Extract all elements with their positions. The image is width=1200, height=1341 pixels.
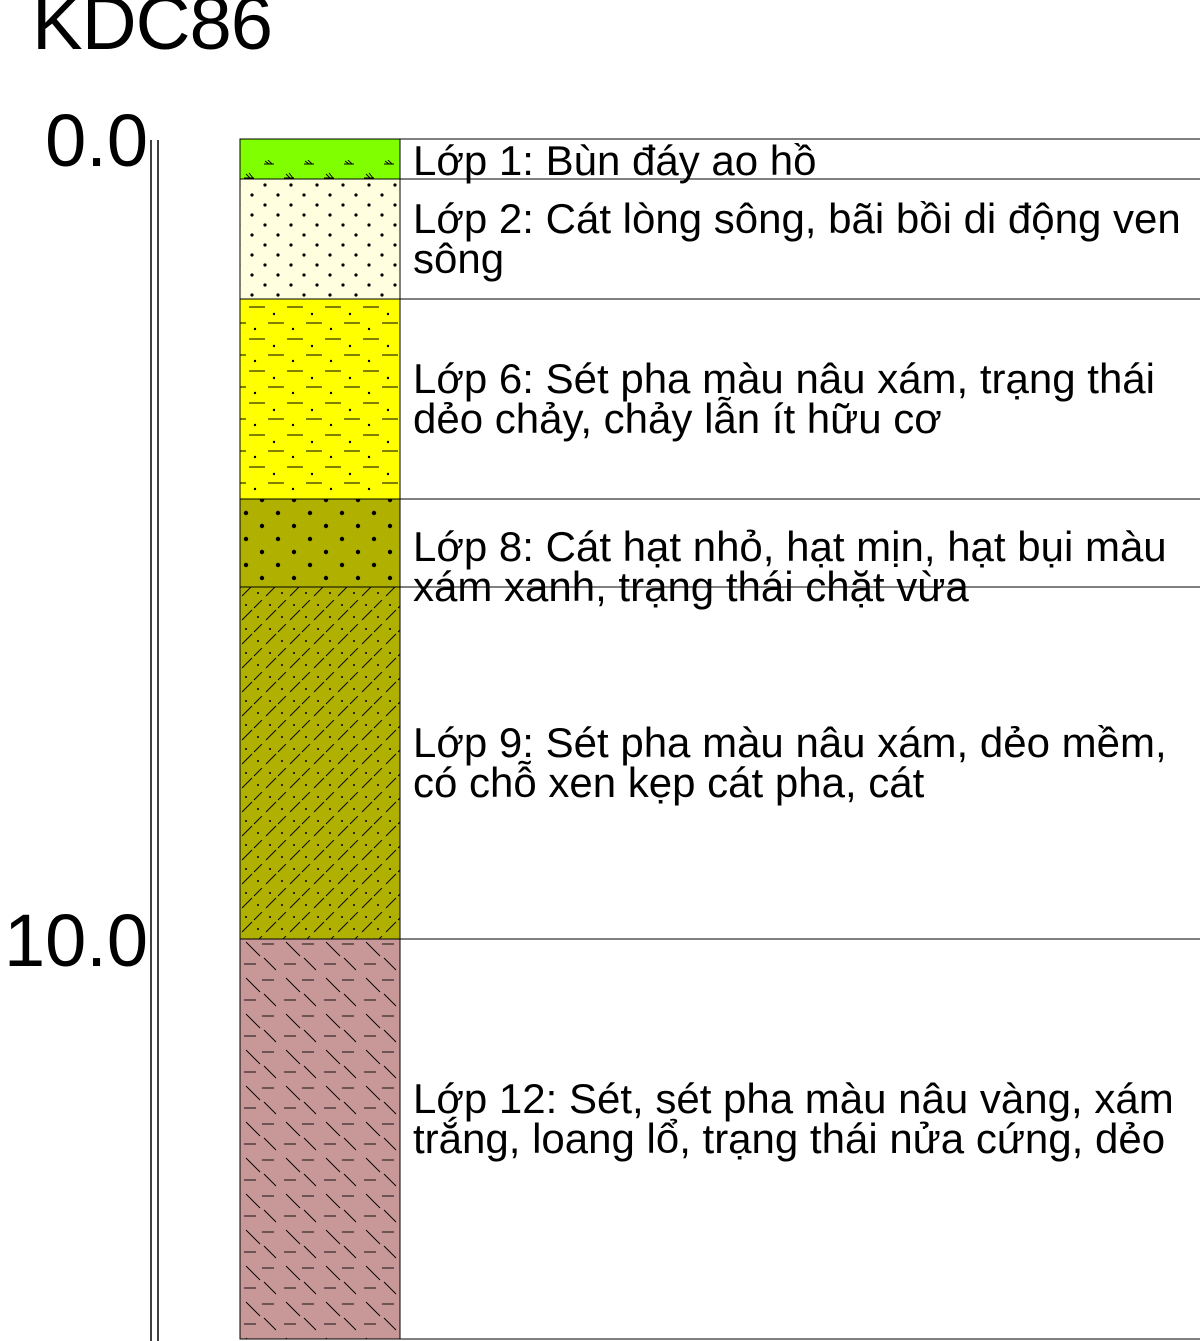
layer-column-2 — [239, 178, 401, 300]
layer-description-5: Lớp 9: Sét pha màu nâu xám, dẻo mềm, có … — [413, 719, 1167, 806]
layer-description-3: Lớp 6: Sét pha màu nâu xám, trạng thái d… — [413, 355, 1155, 442]
layer-column-4 — [239, 498, 401, 588]
layer-description-1: Lớp 1: Bùn đáy ao hồ — [413, 137, 817, 184]
depth-label-10m: 10.0 — [3, 899, 148, 982]
borehole-title: KDC86 — [32, 0, 273, 66]
layer-description-2: Lớp 2: Cát lòng sông, bãi bồi di động ve… — [413, 195, 1181, 282]
layer-column-1 — [239, 138, 401, 180]
layer-description-6: Lớp 12: Sét, sét pha màu nâu vàng, xám t… — [413, 1075, 1174, 1162]
depth-label-top: 0.0 — [45, 99, 148, 182]
layer-description-4: Lớp 8: Cát hạt nhỏ, hạt mịn, hạt bụi màu… — [413, 523, 1167, 610]
layer-column-3 — [239, 298, 401, 500]
layer-column-5 — [239, 586, 401, 940]
layer-column-6 — [239, 938, 401, 1340]
